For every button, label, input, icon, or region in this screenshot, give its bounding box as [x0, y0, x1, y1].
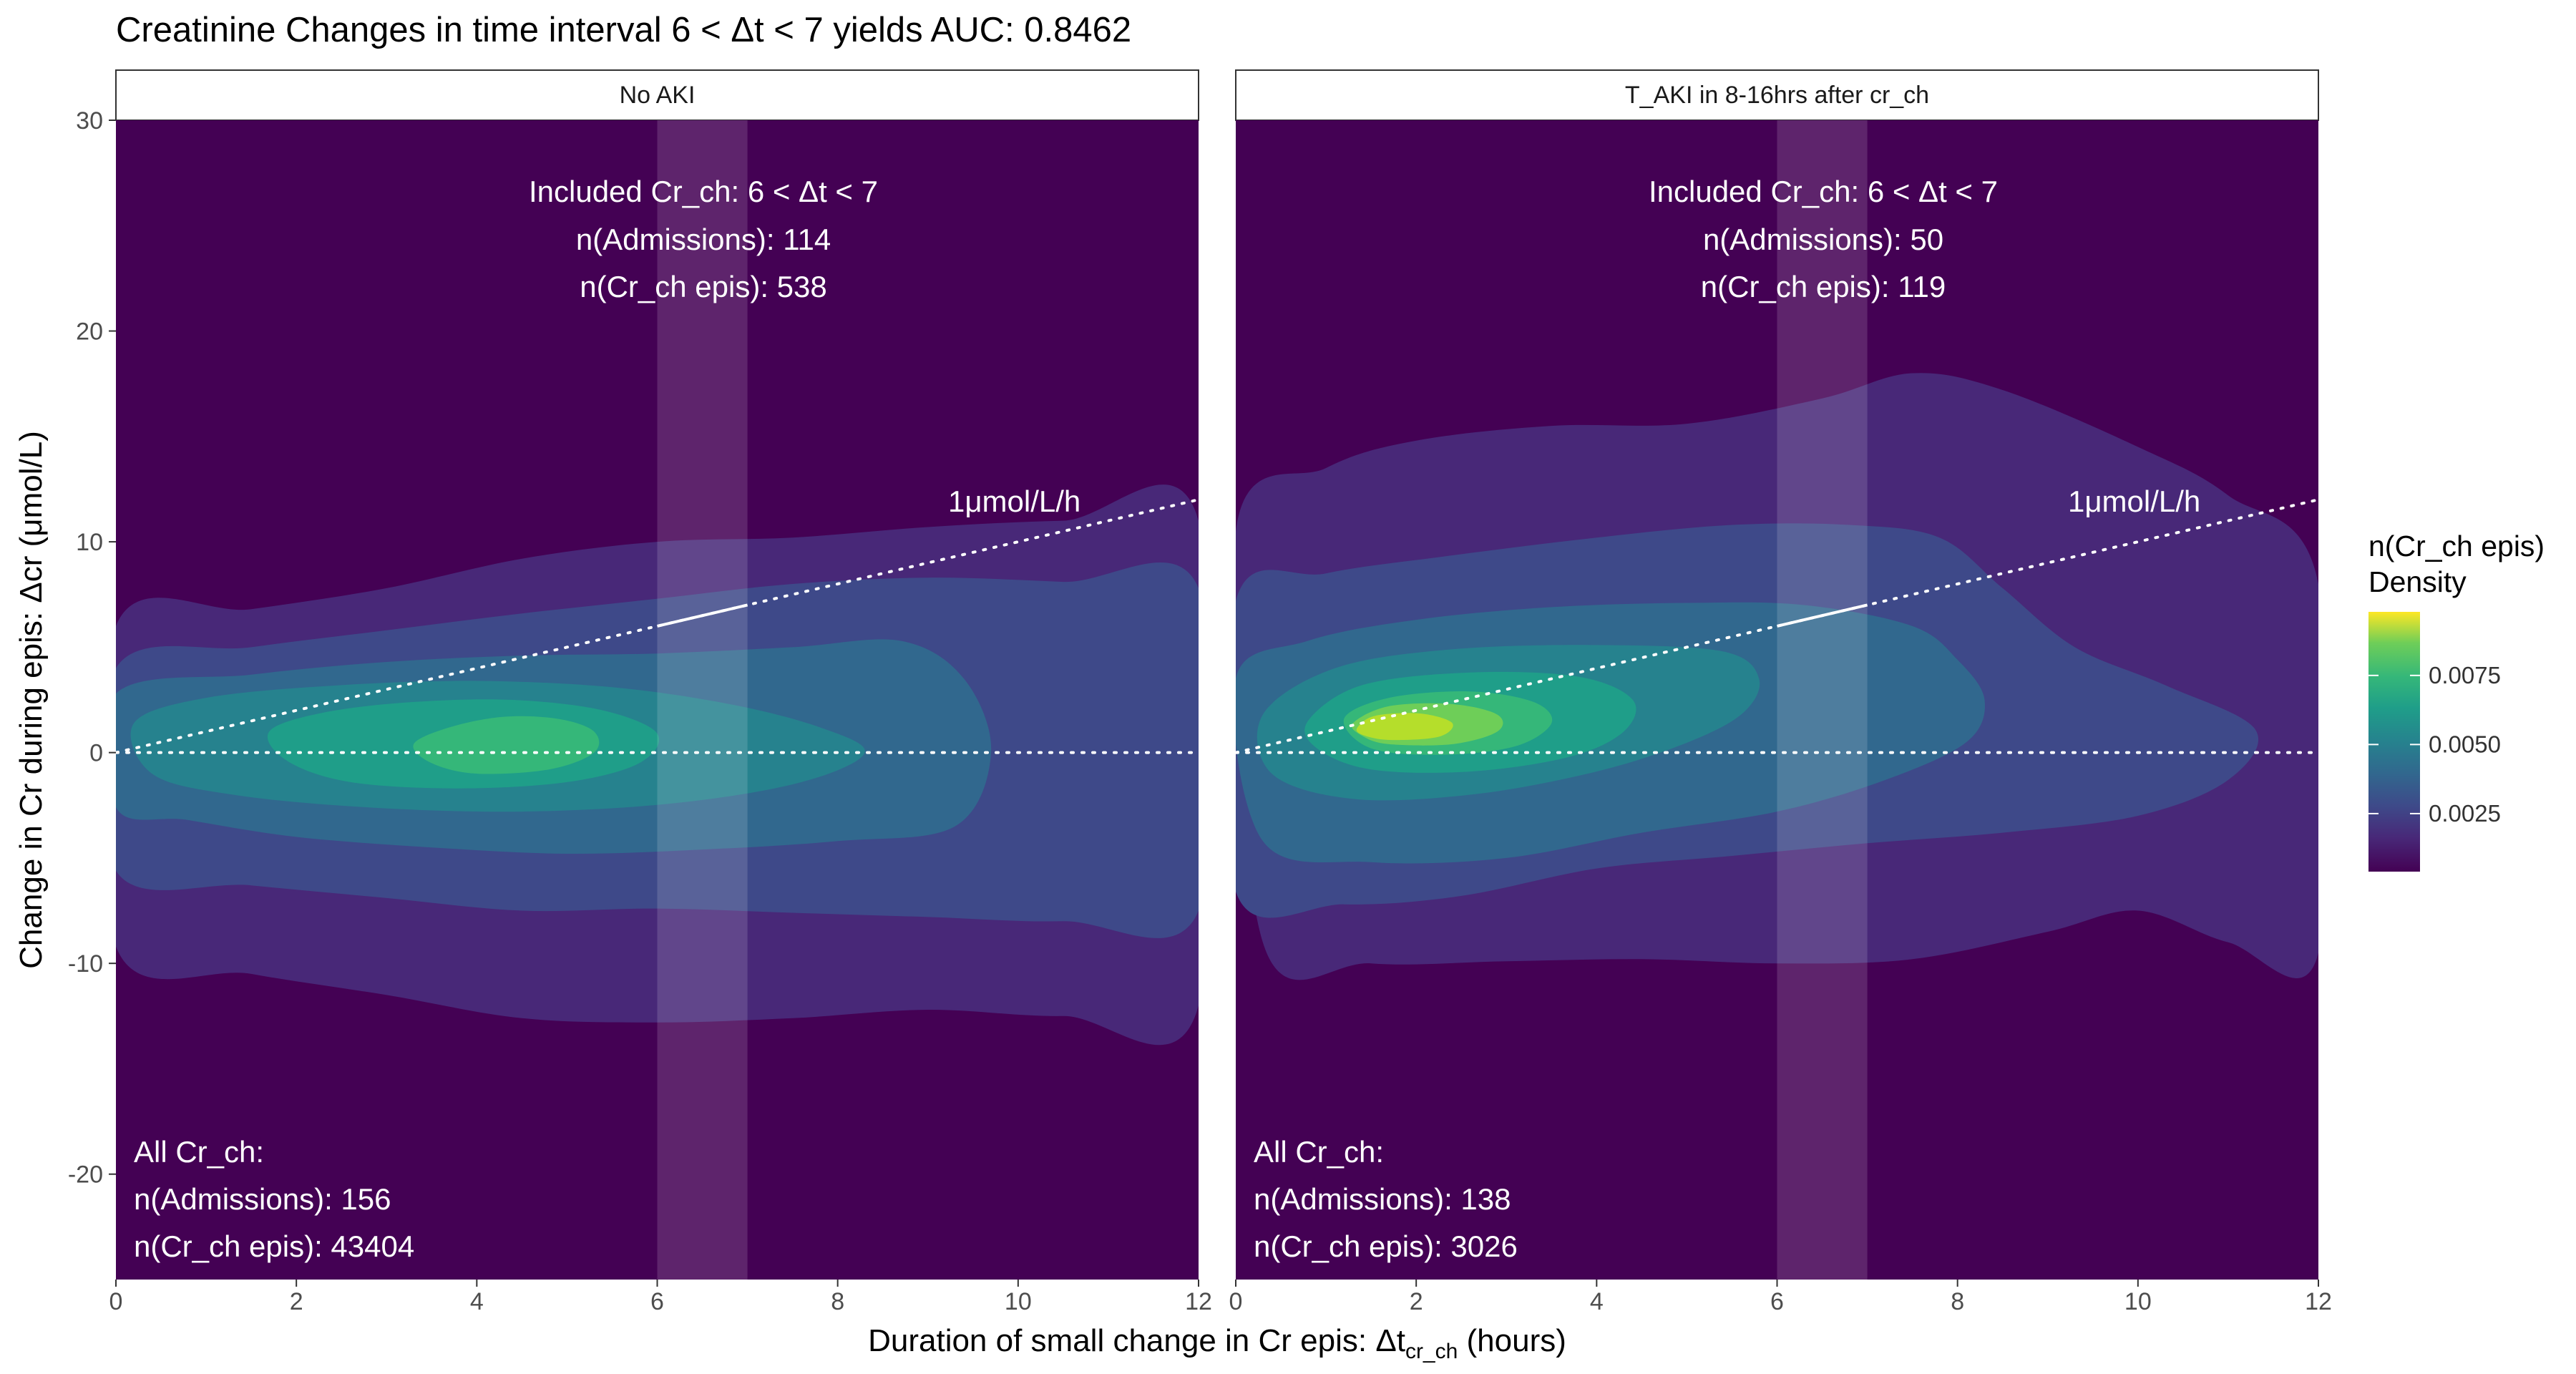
highlight-band	[657, 120, 748, 1280]
included-epis: n(Cr_ch epis): 538	[580, 270, 827, 303]
legend-tick-label: 0.0075	[2429, 662, 2501, 688]
all-label: All Cr_ch:	[134, 1135, 264, 1169]
x-tick-label: 2	[1410, 1288, 1423, 1315]
x-axis-title: Duration of small change in Cr epis: Δtc…	[868, 1323, 1566, 1363]
all-label: All Cr_ch:	[1254, 1135, 1384, 1169]
all-admissions: n(Admissions): 156	[134, 1182, 391, 1216]
strip-label: No AKI	[620, 82, 696, 109]
x-tick-label: 12	[1185, 1288, 1212, 1315]
legend: n(Cr_ch epis) Density 0.0025 0.0050 0.0075	[2368, 530, 2545, 872]
all-epis: n(Cr_ch epis): 43404	[134, 1229, 414, 1263]
legend-tick-label: 0.0025	[2429, 800, 2501, 827]
highlight-band	[1777, 120, 1868, 1280]
density-contour-band	[413, 716, 600, 774]
included-admissions: n(Admissions): 114	[576, 223, 831, 256]
legend-ticks: 0.0025 0.0050 0.0075	[2368, 662, 2501, 827]
x-axis-title-prefix: Duration of small change in Cr epis: Δt	[868, 1323, 1405, 1358]
x-tick-label: 8	[831, 1288, 844, 1315]
x-tick-label: 0	[1229, 1288, 1243, 1315]
y-axis: -20 -10 0 10 20 30	[68, 107, 116, 1189]
strip-background	[115, 69, 1199, 121]
y-tick-label: 20	[76, 318, 103, 346]
included-label: Included Cr_ch: 6 < Δt < 7	[1649, 175, 1998, 208]
all-epis: n(Cr_ch epis): 3026	[1254, 1229, 1518, 1263]
density-contour-band	[1356, 713, 1453, 741]
included-label: Included Cr_ch: 6 < Δt < 7	[529, 175, 878, 208]
strip-label: T_AKI in 8-16hrs after cr_ch	[1625, 82, 1929, 109]
density-contours	[1236, 373, 2318, 980]
slope-highlight-segment	[1777, 603, 1868, 628]
y-axis-title: Change in Cr during epis: Δcr (μmol/L)	[14, 431, 49, 969]
y-tick-label: 30	[76, 107, 103, 135]
all-admissions: n(Admissions): 138	[1254, 1182, 1511, 1216]
slope-reference-line	[114, 498, 1200, 754]
slope-line-label: 1μmol/L/h	[2068, 484, 2200, 518]
legend-tick-label: 0.0050	[2429, 731, 2501, 757]
x-axis-title-subscript: cr_ch	[1405, 1340, 1458, 1363]
x-tick-label: 12	[2305, 1288, 2332, 1315]
slope-highlight-segment	[657, 603, 748, 628]
x-tick-label: 2	[290, 1288, 303, 1315]
legend-title-line1: n(Cr_ch epis)	[2368, 530, 2545, 562]
x-axis: 0 2 4 6 8 10 12	[109, 1280, 1212, 1315]
slope-reference-line	[1234, 498, 2320, 754]
x-tick-label: 0	[109, 1288, 123, 1315]
x-tick-label: 4	[1590, 1288, 1604, 1315]
x-axis: 0 2 4 6 8 10 12	[1229, 1280, 2332, 1315]
panel-no-aki: No AKI 1μmol/L/h Included Cr_ch: 6 < Δt …	[68, 69, 1212, 1315]
x-tick-label: 10	[2124, 1288, 2152, 1315]
included-epis: n(Cr_ch epis): 119	[1701, 270, 1946, 303]
x-tick-label: 4	[470, 1288, 484, 1315]
y-tick-label: -20	[68, 1161, 103, 1189]
panel-t-aki: T_AKI in 8-16hrs after cr_ch 1μmol/L/h I…	[1229, 69, 2332, 1315]
y-tick-label: -10	[68, 950, 103, 978]
y-tick-label: 0	[89, 740, 103, 767]
chart-title: Creatinine Changes in time interval 6 < …	[116, 11, 1131, 49]
strip-background	[1235, 69, 2319, 121]
legend-colorbar	[2368, 612, 2420, 872]
included-admissions: n(Admissions): 50	[1703, 223, 1943, 256]
x-tick-label: 8	[1951, 1288, 1964, 1315]
slope-line-label: 1μmol/L/h	[948, 484, 1080, 518]
x-tick-label: 6	[1770, 1288, 1784, 1315]
x-axis-title-suffix: (hours)	[1458, 1323, 1566, 1358]
x-tick-label: 6	[650, 1288, 664, 1315]
y-tick-label: 10	[76, 529, 103, 556]
x-tick-label: 10	[1005, 1288, 1032, 1315]
density-contours	[116, 484, 1199, 1046]
legend-title-line2: Density	[2368, 565, 2467, 598]
